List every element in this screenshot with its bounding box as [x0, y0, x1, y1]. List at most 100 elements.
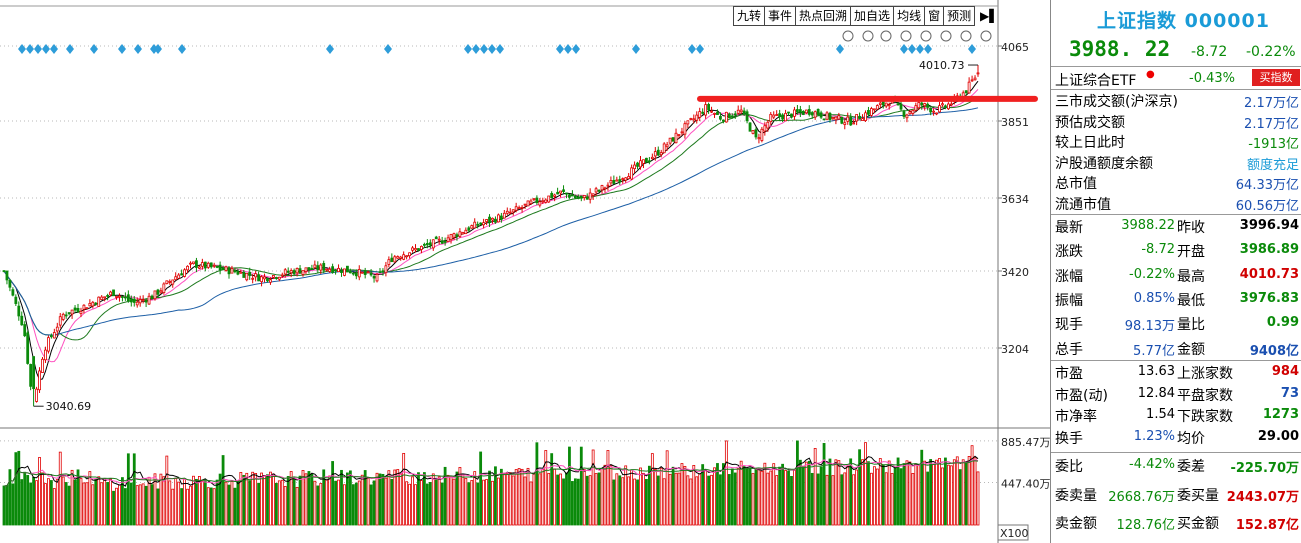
toolbar-button-events[interactable]: 事件	[765, 7, 797, 25]
candle-body	[867, 109, 870, 115]
volume-bar	[665, 450, 669, 526]
volume-ma-line	[3, 460, 979, 487]
etf-label[interactable]: 上证综合ETF	[1055, 73, 1137, 89]
event-marker-icon	[572, 44, 580, 54]
volume-bar	[701, 464, 705, 526]
volume-bar	[97, 476, 101, 526]
volume-bar	[964, 461, 968, 526]
price-tick-label: 3204	[1001, 343, 1029, 356]
volume-bar	[899, 468, 903, 526]
volume-bar	[958, 469, 962, 526]
volume-bar	[2, 485, 6, 526]
volume-bar	[295, 486, 299, 526]
quote-row: 涨跌 -8.72 开盘 3986.89	[1055, 241, 1301, 261]
zoom-in-icon	[960, 30, 972, 42]
buy-index-button[interactable]: 买指数	[1252, 69, 1300, 86]
collapse-panel-icon[interactable]: ▶▌	[980, 9, 999, 23]
eye-icon	[862, 30, 874, 42]
volume-bar	[932, 464, 935, 526]
volume-bar	[645, 478, 648, 526]
candle-body	[659, 152, 663, 156]
volume-bar	[94, 478, 98, 526]
volume-bar	[363, 470, 367, 526]
ma5-line	[3, 80, 979, 381]
candle-body	[831, 117, 835, 120]
quote-row: 市净率 1.54 下跌家数 1273	[1055, 406, 1301, 426]
candle-body	[505, 210, 509, 214]
volume-bar	[810, 472, 814, 526]
candle-body	[680, 131, 684, 134]
candle-body	[790, 113, 793, 118]
volume-bar	[955, 456, 959, 526]
candle-body	[203, 261, 207, 269]
volume-bar	[263, 475, 266, 526]
event-marker-icon	[632, 44, 640, 54]
volume-bar	[559, 473, 562, 526]
toolbar-button-hotspot-review[interactable]: 热点回溯	[796, 7, 852, 25]
candle-body	[511, 209, 515, 213]
candle-body	[135, 301, 139, 306]
volume-bar	[944, 457, 947, 526]
volume-bar	[653, 469, 657, 526]
candle-body	[295, 268, 299, 274]
volume-bar	[541, 469, 545, 526]
toolbar-button-moving-average[interactable]: 均线	[894, 7, 926, 25]
volume-bar	[902, 463, 906, 526]
candle-body	[499, 215, 503, 220]
volume-bar	[38, 457, 41, 526]
volume-bar	[425, 483, 429, 526]
candle-body	[32, 356, 36, 390]
volume-bar	[730, 468, 734, 526]
event-marker-icon	[178, 44, 186, 54]
quote-value: -0.22%	[1129, 266, 1175, 282]
low-label: 3040.69	[46, 400, 91, 413]
volume-bar	[650, 453, 654, 526]
candle-body	[884, 102, 888, 107]
quote-label: 最低	[1177, 292, 1205, 309]
quote-value: 9408亿	[1249, 343, 1299, 359]
toolbar-button-jiuzhuan[interactable]: 九转	[734, 7, 766, 25]
candle-body	[464, 229, 468, 235]
candle-body	[695, 114, 699, 121]
volume-bar	[162, 476, 166, 526]
candle-body	[502, 212, 506, 219]
candle-body	[870, 108, 873, 116]
candle-body	[411, 247, 414, 251]
candle-body	[348, 271, 352, 274]
candle-body	[328, 268, 332, 272]
candle-body	[508, 211, 512, 214]
volume-bar	[508, 472, 512, 526]
candle-body	[730, 115, 734, 118]
event-marker-icon	[556, 44, 564, 54]
quote-label: 开盘	[1177, 244, 1205, 261]
candle-body	[855, 114, 859, 122]
volume-bar	[683, 465, 687, 526]
candle-body	[745, 111, 749, 122]
volume-bar	[44, 483, 47, 526]
candle-body	[118, 295, 121, 298]
volume-bar	[535, 442, 539, 526]
summary-row: 总市值 64.33万亿	[1055, 173, 1301, 193]
quote-label: 换手	[1055, 430, 1083, 447]
volume-bar	[32, 476, 36, 526]
volume-bar	[29, 482, 33, 526]
candle-body	[251, 277, 255, 280]
toolbar-button-window[interactable]: 窗	[925, 7, 945, 25]
toolbar-button-forecast[interactable]: 预测	[947, 9, 972, 23]
candle-body	[200, 262, 204, 267]
volume-bar	[437, 476, 441, 526]
candle-body	[414, 248, 417, 251]
volume-bar	[793, 468, 796, 526]
candle-body	[807, 109, 811, 115]
quote-value: 3996.94	[1239, 218, 1299, 233]
toolbar-button-add-watchlist[interactable]: 加自选	[851, 7, 895, 25]
volume-bar	[822, 443, 826, 526]
candle-body	[307, 267, 311, 270]
candle-body	[941, 103, 944, 106]
volume-bar	[224, 481, 228, 526]
volume-bar	[843, 472, 847, 526]
volume-bar	[526, 467, 530, 526]
volume-bar	[514, 469, 518, 526]
volume-bar	[313, 480, 317, 526]
volume-bar	[884, 472, 888, 526]
